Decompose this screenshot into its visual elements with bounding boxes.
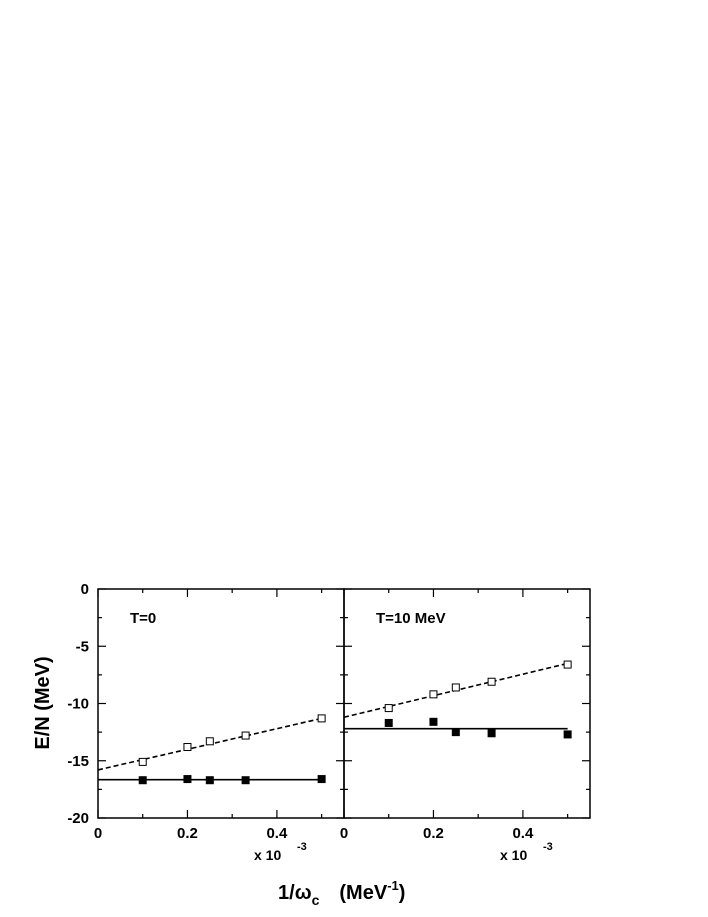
x-axis-title-unit: (MeV (339, 882, 387, 904)
filled-square-marker (138, 776, 147, 785)
x-axis-title-prefix: 1/ (278, 882, 295, 904)
panel-1: 0 -5 -10 -15 -20 0 0.2 0.4 x 10 -3 T=0 (67, 581, 345, 863)
filled-square-marker (429, 717, 438, 726)
open-square-marker (205, 737, 214, 746)
x-axis-title-symbol: ω (295, 882, 312, 904)
open-square-marker (183, 743, 192, 752)
x-axis-title-unit-exp: -1 (387, 878, 399, 893)
filled-square-marker (183, 775, 192, 784)
x-tick-label: 0 (340, 825, 348, 842)
x-tick-label: 0.2 (177, 825, 198, 842)
filled-square-marker (451, 728, 460, 737)
x-tick-label: 0.2 (423, 825, 444, 842)
open-square-marker (317, 714, 326, 723)
panel-label: T=0 (130, 610, 156, 627)
x-multiplier-exponent: -3 (543, 841, 553, 853)
x-tick-label: 0 (94, 825, 102, 842)
x-axis-title-unit-close: ) (399, 882, 406, 904)
filled-square-marker (205, 776, 214, 785)
x-axis-title-subscript: c (312, 892, 320, 908)
x-multiplier: x 10 (500, 847, 527, 863)
open-square-marker (487, 677, 496, 686)
y-tick-label: 0 (81, 581, 89, 598)
filled-square-marker (241, 776, 250, 785)
y-tick-label: -10 (67, 696, 89, 713)
open-square-marker (384, 704, 393, 713)
panel-2: 0 0.2 0.4 x 10 -3 T=10 MeV (340, 588, 591, 863)
y-tick-label: -20 (67, 810, 89, 827)
x-axis-title: 1/ωc (MeV-1) (278, 878, 405, 908)
open-square-marker (451, 683, 460, 692)
filled-square-marker (384, 718, 393, 727)
open-square-marker (138, 757, 147, 766)
x-tick-label: 0.4 (266, 825, 288, 842)
panel-label: T=10 MeV (376, 610, 446, 627)
x-tick-label: 0.4 (512, 825, 534, 842)
y-tick-label: -15 (67, 753, 89, 770)
x-multiplier: x 10 (254, 847, 281, 863)
x-multiplier-exponent: -3 (297, 841, 307, 853)
y-axis-title: E/N (MeV) (32, 656, 54, 749)
open-square-marker (241, 731, 250, 740)
filled-square-marker (317, 775, 326, 784)
open-square-marker (563, 660, 572, 669)
y-tick-label: -5 (76, 638, 89, 655)
filled-square-marker (487, 729, 496, 738)
filled-square-marker (563, 730, 572, 739)
open-square-marker (429, 690, 438, 699)
chart-panels: 0 -5 -10 -15 -20 0 0.2 0.4 x 10 -3 T=0 0 0.2 0.4 x 10 -… (67, 581, 591, 863)
